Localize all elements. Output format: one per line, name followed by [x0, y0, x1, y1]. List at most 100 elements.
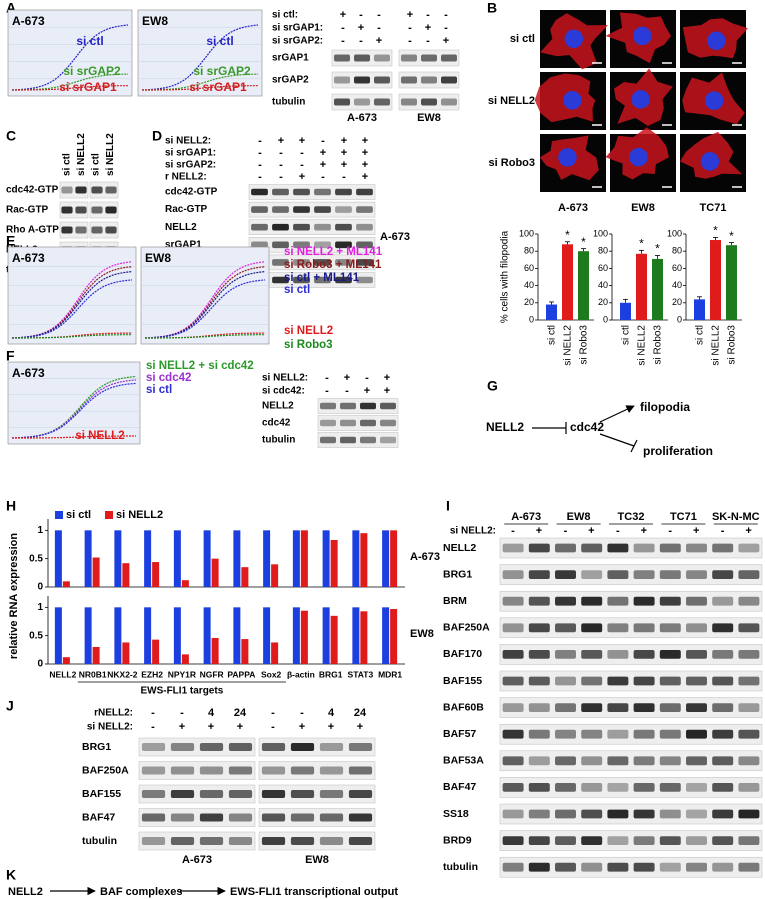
blot-band [360, 436, 376, 444]
blot-band [686, 623, 707, 633]
bar [181, 654, 189, 664]
y-tick-label: 100 [519, 228, 534, 238]
sign: - [341, 22, 345, 34]
growth-curve [11, 375, 137, 439]
blot-band [348, 837, 373, 845]
growth-plot [7, 9, 133, 97]
bar [122, 642, 130, 664]
blot [499, 777, 763, 798]
group-label: EWS-FLI1 targets [140, 686, 223, 697]
x-tick-label: si ctl [695, 325, 706, 345]
growth-plot [137, 9, 263, 97]
blot-band [607, 596, 629, 606]
cell-line: A-673 [12, 366, 45, 380]
blot-band [712, 756, 734, 766]
blot-band [228, 813, 253, 822]
sign: + [384, 372, 390, 384]
sign: + [693, 525, 699, 537]
blot [499, 537, 763, 559]
sign: + [362, 147, 368, 159]
sign: - [279, 171, 283, 183]
blot-band [319, 790, 344, 798]
blot-band [228, 837, 253, 845]
bar [263, 530, 271, 587]
blot [331, 93, 393, 111]
sign: - [321, 171, 325, 183]
blot-band [91, 206, 103, 214]
sign: - [258, 147, 262, 159]
condition-label: si srGAP1: [272, 23, 323, 34]
panel-label: E [6, 233, 15, 249]
bar [152, 639, 160, 664]
blot-band [251, 241, 268, 249]
sign: + [357, 721, 363, 733]
sign: - [180, 707, 184, 719]
growth-curve [144, 261, 266, 339]
sign: - [359, 9, 363, 21]
blot-band [502, 809, 524, 819]
blot [138, 737, 256, 757]
sign: - [300, 147, 304, 159]
blot-band [607, 676, 629, 686]
blot-band [261, 743, 286, 751]
cell-line: A-673 [511, 511, 541, 523]
blot-band [528, 862, 550, 872]
blot-band [686, 703, 707, 712]
growth-curve [142, 85, 258, 91]
significance: * [713, 224, 718, 238]
blot-band [401, 98, 417, 106]
sign: - [342, 171, 346, 183]
condition-label: si NELL2: [165, 136, 211, 147]
cell-line: A-673 [558, 202, 588, 214]
blot-band [293, 223, 310, 231]
blot [59, 221, 89, 239]
cell-nucleus [704, 91, 724, 110]
blot-band [334, 98, 350, 106]
bar [382, 607, 390, 664]
blot [59, 181, 89, 199]
blot-band [356, 223, 373, 231]
blot-band [712, 729, 734, 739]
sign: + [341, 159, 347, 171]
blot-row-label: BAF60B [443, 701, 484, 713]
blot-band [738, 676, 760, 686]
blot-band [502, 676, 524, 686]
bar [652, 258, 663, 320]
bar [92, 557, 100, 587]
panel-label: J [6, 698, 14, 714]
bar [233, 530, 241, 587]
condition-label: r NELL2: [165, 172, 207, 183]
diagram-node: BAF complexes [100, 886, 183, 898]
sign: - [258, 159, 262, 171]
blot-band [659, 596, 681, 606]
blot-band [141, 766, 166, 775]
blot-band [581, 596, 603, 606]
blot [499, 723, 763, 745]
y-tick-label: 60 [524, 263, 534, 273]
blot-band [170, 790, 195, 798]
legend-entry: si Robo3 [284, 339, 333, 351]
blot-band [272, 276, 289, 284]
blot-band [607, 623, 629, 633]
blot-band [633, 729, 655, 739]
growth-curve [144, 271, 266, 339]
blot-band [581, 543, 603, 553]
sign: - [426, 35, 430, 47]
legend-entry: si srGAP1 [59, 80, 117, 94]
blot-row-label: BAF57 [443, 728, 476, 740]
blot-band [659, 543, 681, 553]
blot [89, 201, 119, 219]
y-tick-label: 0.5 [29, 630, 43, 641]
cell-line: TC71 [670, 511, 697, 523]
blot-band [712, 809, 734, 819]
sign: + [384, 385, 390, 397]
blot-band [581, 623, 603, 633]
sign: + [299, 171, 305, 183]
blot-band [335, 276, 352, 284]
bar [62, 657, 70, 664]
blot-band [421, 98, 437, 106]
cell-line: EW8 [305, 854, 329, 866]
cell-line: A-673 [380, 231, 410, 243]
y-tick-label: 20 [598, 297, 608, 307]
